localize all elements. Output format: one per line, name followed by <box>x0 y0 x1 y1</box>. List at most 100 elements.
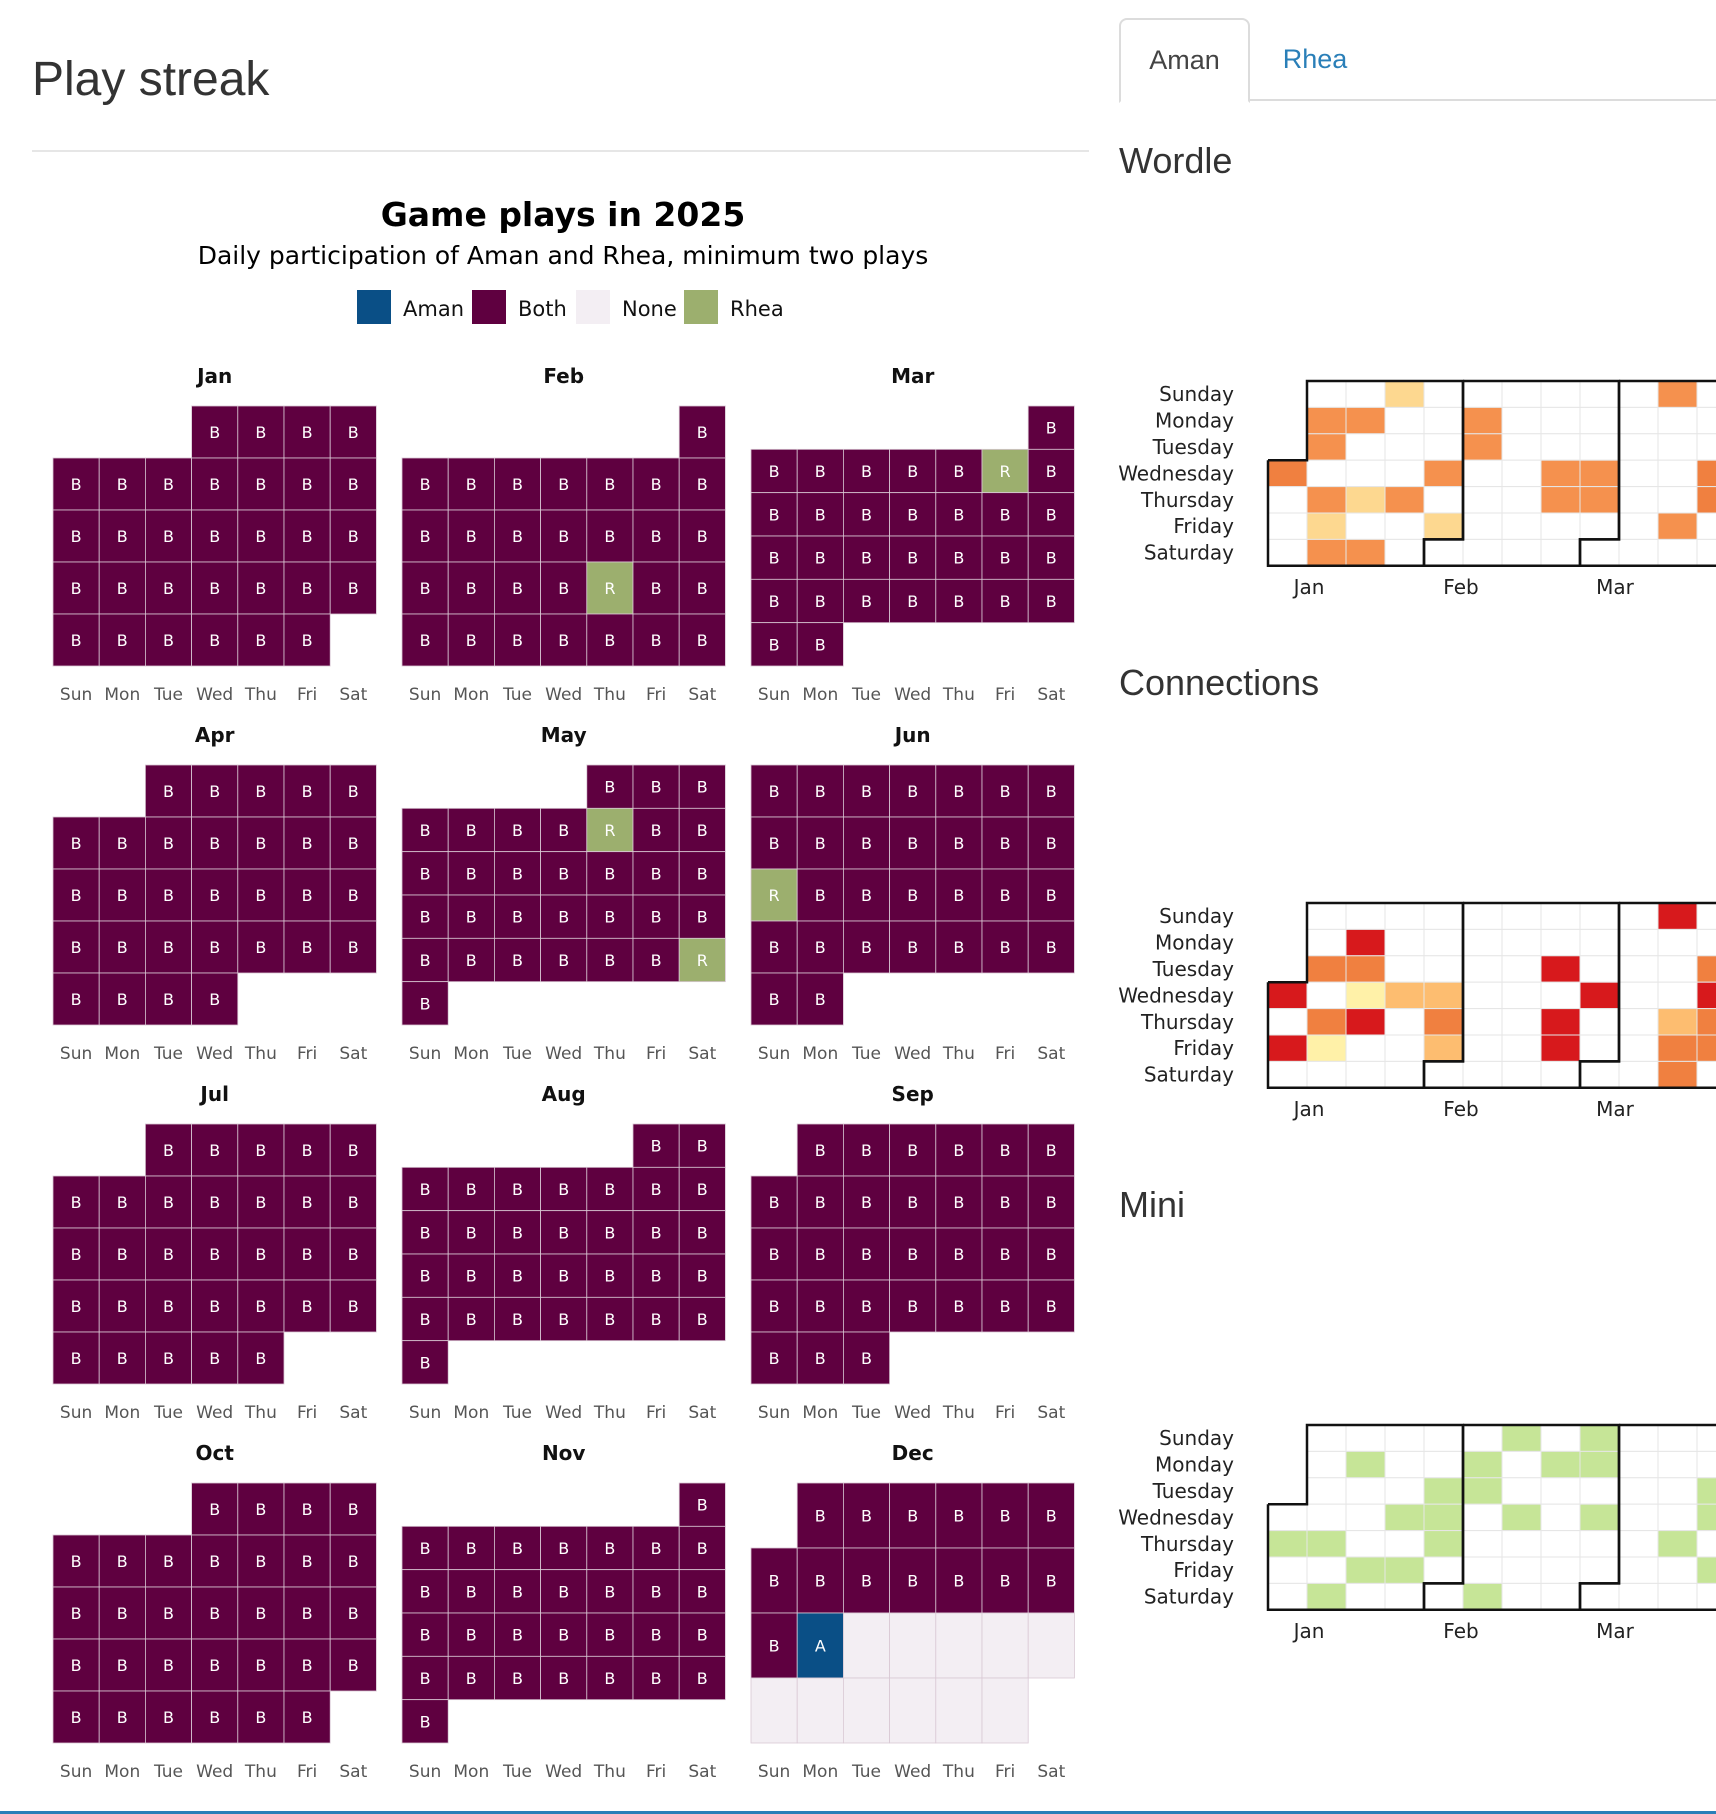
heatmap-cell <box>1384 1034 1425 1062</box>
weekday-label: Sat <box>688 1403 716 1423</box>
day-cell-label: B <box>558 864 569 883</box>
day-cell <box>283 613 331 667</box>
day-cell <box>447 851 495 896</box>
day-cell-label: B <box>209 423 220 442</box>
day-cell <box>540 894 588 939</box>
day-cell-label: B <box>1000 1507 1011 1526</box>
heatmap-cell <box>1540 1503 1581 1532</box>
bottom-border <box>0 1811 1716 1814</box>
heatmap-cell <box>1345 433 1386 461</box>
day-cell-label: B <box>604 1539 615 1558</box>
legend-swatch-aman <box>357 290 391 324</box>
day-cell-label: B <box>604 908 615 927</box>
day-cell <box>98 1638 146 1692</box>
heatmap-cell <box>1267 486 1308 514</box>
day-cell <box>493 457 541 511</box>
day-cell <box>52 1175 100 1229</box>
day-cell-label: B <box>512 951 523 970</box>
day-cell <box>1027 868 1075 922</box>
day-cell <box>889 578 937 624</box>
day-cell <box>586 1525 634 1571</box>
day-cell-label: B <box>1000 782 1011 801</box>
day-cell <box>935 1123 983 1177</box>
heatmap-cell <box>1696 1477 1716 1505</box>
month-label-jan: Jan <box>195 364 232 388</box>
heatmap-cell <box>1657 981 1698 1010</box>
day-cell-label: B <box>302 834 313 853</box>
heatmap-cell <box>1657 433 1698 461</box>
heatmap-cell <box>1501 955 1542 983</box>
day-cell-label: B <box>163 1349 174 1368</box>
heatmap-month-label-jan: Jan <box>1292 575 1325 599</box>
day-cell-label: B <box>907 1507 918 1526</box>
day-cell-label: B <box>907 1297 918 1316</box>
heatmap-cell <box>1345 1556 1386 1584</box>
day-cell-label: B <box>697 423 708 442</box>
day-cell-label: B <box>769 592 780 611</box>
weekday-label: Wed <box>545 685 582 705</box>
day-cell <box>52 561 100 615</box>
day-cell <box>98 1586 146 1640</box>
day-cell <box>283 764 331 818</box>
day-cell-label: B <box>512 527 523 546</box>
day-cell-label: B <box>209 886 220 905</box>
heatmap-cell <box>1657 955 1698 983</box>
day-cell-label: B <box>604 1180 615 1199</box>
heatmap-cell <box>1618 406 1659 435</box>
heatmap-cell <box>1540 538 1581 567</box>
day-cell <box>935 448 983 494</box>
heatmap-cell <box>1501 380 1542 408</box>
day-cell-label: B <box>907 505 918 524</box>
heatmap-cell <box>1345 380 1386 408</box>
day-cell <box>540 561 588 615</box>
day-cell-label: B <box>302 1297 313 1316</box>
heatmap-row-label-thursday: Thursday <box>1140 1010 1234 1034</box>
heatmap-cell <box>1501 406 1542 435</box>
day-cell <box>540 1210 588 1255</box>
weekday-label: Sat <box>339 1762 367 1782</box>
heatmap-month-label-mar: Mar <box>1596 1097 1635 1121</box>
heatmap-cell <box>1462 1424 1503 1452</box>
day-cell <box>889 1123 937 1177</box>
day-cell-label: B <box>117 1349 128 1368</box>
heatmap-cell <box>1501 1503 1542 1532</box>
heatmap-cell <box>1384 1450 1425 1479</box>
day-cell-label: B <box>697 778 708 797</box>
heatmap-cell <box>1306 380 1347 408</box>
day-cell <box>329 1279 377 1333</box>
weekday-label: Tue <box>153 685 183 705</box>
day-cell-label: B <box>348 1604 359 1623</box>
day-cell <box>144 1279 192 1333</box>
heatmap-cell <box>1306 928 1347 957</box>
day-cell <box>191 1690 239 1744</box>
day-cell <box>935 920 983 974</box>
weekday-label: Tue <box>153 1044 183 1064</box>
day-cell <box>401 1340 449 1385</box>
heatmap-cell <box>1462 459 1503 488</box>
day-cell <box>889 1677 937 1744</box>
day-cell <box>981 1482 1029 1549</box>
weekday-label: Mon <box>802 1044 838 1064</box>
heatmap-cell <box>1345 902 1386 930</box>
day-cell-label: B <box>769 635 780 654</box>
heatmap-cell <box>1618 380 1659 408</box>
heatmap-cell <box>1618 1060 1659 1089</box>
tab-rhea[interactable]: Rhea <box>1282 44 1348 74</box>
day-cell-label: B <box>163 1604 174 1623</box>
heatmap-cell <box>1657 1450 1698 1479</box>
heatmap-cell <box>1423 1556 1464 1584</box>
weekday-label: Wed <box>545 1044 582 1064</box>
day-cell-label: B <box>558 951 569 970</box>
day-cell <box>586 1296 634 1342</box>
day-cell <box>98 1227 146 1281</box>
day-cell-label: B <box>302 1604 313 1623</box>
heatmap-cell <box>1462 902 1503 930</box>
heatmap-cell <box>1384 1477 1425 1505</box>
month-outline-mar <box>1578 901 1716 1090</box>
day-cell <box>935 1227 983 1281</box>
tab-aman[interactable]: Aman <box>1119 18 1250 103</box>
day-cell <box>329 816 377 870</box>
heatmap-cell <box>1540 406 1581 435</box>
weekday-label: Thu <box>244 1403 277 1423</box>
day-cell-label: B <box>697 1267 708 1286</box>
